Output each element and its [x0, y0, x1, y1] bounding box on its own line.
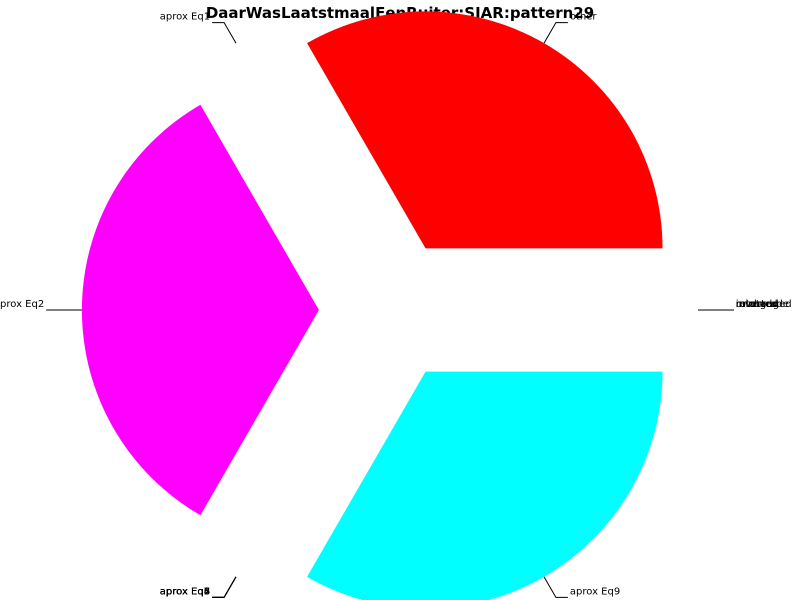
pie-slice-other [307, 11, 663, 249]
slices-layer [81, 11, 663, 600]
slice-label-inverted: inverted [736, 299, 778, 310]
slice-label-aprox-eq2: aprox Eq2 [0, 299, 44, 310]
slice-label-aprox-eq9: aprox Eq9 [570, 586, 620, 597]
slice-label-retrograde: retrograde [736, 299, 789, 310]
leader-line-other [543, 22, 568, 44]
slice-label-aprox-eq1: aprox Eq1 [160, 12, 210, 23]
leader-line-aprox-eq4 [212, 576, 237, 598]
leader-line-aprox-eq7 [212, 576, 237, 598]
pie-slice-aprox-eq2 [81, 104, 319, 516]
slice-label-aprox-eq7: aprox Eq7 [160, 586, 210, 597]
slice-label-rotated: rotated [736, 299, 772, 310]
leader-line-aprox-eq8 [212, 576, 237, 598]
slice-label-aprox-eq8: aprox Eq8 [160, 586, 210, 597]
leader-line-aprox-eq1 [212, 22, 237, 44]
leader-line-aprox-eq5 [212, 576, 237, 598]
slice-label-aprox-eq5: aprox Eq5 [160, 586, 210, 597]
pie-slice-aprox-eq9 [307, 371, 663, 600]
slice-label-aprox-eq4: aprox Eq4 [160, 586, 210, 597]
leader-line-aprox-eq6 [212, 576, 237, 598]
slice-label-unchanged: unchanged [736, 299, 792, 310]
leader-line-aprox-eq9 [543, 576, 568, 598]
slice-label-other: other [570, 12, 598, 23]
slice-label-aprox-eq6: aprox Eq6 [160, 586, 210, 597]
slice-label-aprox-eq3: aprox Eq3 [160, 586, 210, 597]
slice-label-mirrored: mirrored [736, 299, 779, 310]
leader-line-aprox-eq3 [212, 576, 237, 598]
